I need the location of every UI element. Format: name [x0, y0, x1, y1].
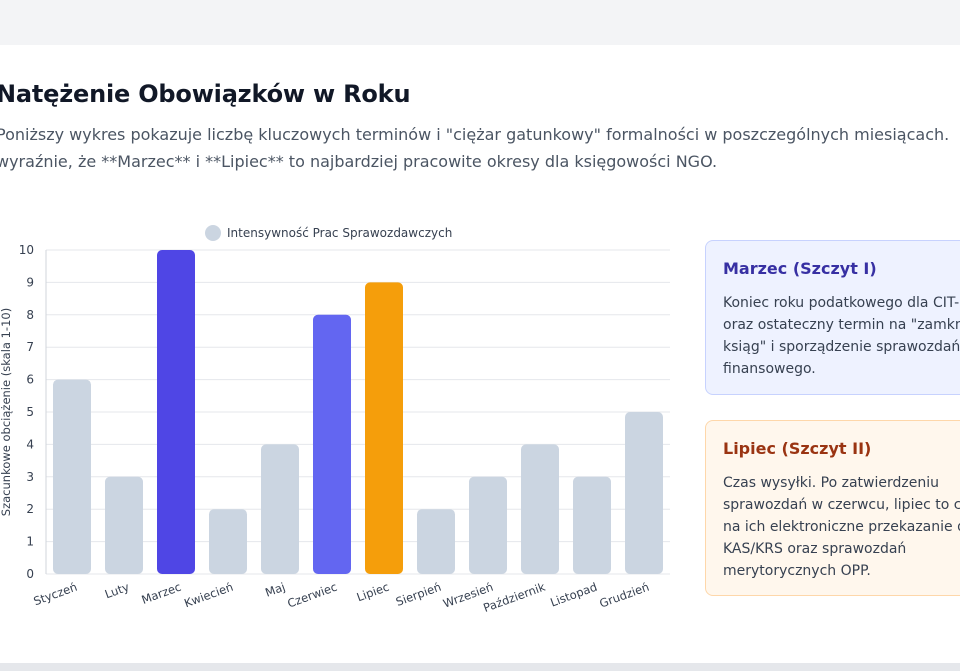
x-tick-label: Marzec	[140, 580, 183, 607]
y-tick-label: 1	[26, 535, 34, 549]
x-tick-label: Sierpień	[394, 580, 443, 609]
page-description: Poniższy wykres pokazuje liczbę kluczowy…	[0, 121, 960, 175]
y-tick-label: 2	[26, 502, 34, 516]
x-tick-label: Listopad	[548, 580, 599, 610]
card-july-title: Lipiec (Szczyt II)	[723, 439, 872, 458]
x-tick-label: Lipiec	[355, 580, 391, 605]
card-line: ksiąg" i sporządzenie sprawozdań	[723, 339, 960, 355]
legend-swatch	[205, 225, 221, 241]
y-axis-label: Szacunkowe obciążenie (skala 1-10)	[0, 308, 13, 516]
card-line: merytorycznych OPP.	[723, 563, 871, 579]
card-line: oraz ostateczny termin na "zamkn	[723, 317, 960, 333]
bar-3	[157, 250, 195, 574]
bar-chart: 0 1 2 3 4 5 6 7 8 9 10 Szacunkowe obciążenie (skala…	[0, 225, 670, 615]
bar-8	[417, 509, 455, 574]
bar-12	[625, 412, 663, 574]
bar-10	[521, 444, 559, 574]
x-tick-label: Styczeń	[32, 580, 79, 609]
description-line: Poniższy wykres pokazuje liczbę kluczowy…	[0, 125, 950, 144]
y-tick-label: 10	[19, 243, 34, 257]
card-line: sprawozdań w czerwcu, lipiec to c	[723, 497, 960, 513]
bar-9	[469, 476, 507, 574]
x-tick-label: Czerwiec	[285, 580, 339, 611]
y-tick-label: 7	[26, 340, 34, 354]
y-tick-label: 3	[26, 470, 34, 484]
legend-label: Intensywność Prac Sprawozdawczych	[227, 226, 452, 240]
bar-11	[573, 476, 611, 574]
page-title: Natężenie Obowiązków w Roku	[0, 80, 411, 108]
card-march-text: Koniec roku podatkowego dla CIT- oraz os…	[723, 292, 960, 380]
card-line: KAS/KRS oraz sprawozdań	[723, 541, 907, 557]
x-tick-label: Kwiecień	[182, 580, 235, 611]
bar-2	[105, 476, 143, 574]
bar-6	[313, 314, 351, 574]
card-july-text: Czas wysyłki. Po zatwierdzeniu sprawozda…	[723, 472, 960, 582]
y-tick-label: 6	[26, 373, 34, 387]
bottom-bar	[0, 663, 960, 671]
y-tick-label: 8	[26, 308, 34, 322]
card-march-title: Marzec (Szczyt I)	[723, 259, 877, 278]
y-tick-label: 0	[26, 567, 34, 581]
y-tick-label: 4	[26, 437, 34, 451]
bar-1	[53, 379, 91, 574]
card-line: Czas wysyłki. Po zatwierdzeniu	[723, 475, 939, 491]
x-tick-label: Maj	[263, 580, 287, 600]
x-tick-label: Luty	[103, 580, 131, 602]
card-line: finansowego.	[723, 361, 816, 377]
card-july: Lipiec (Szczyt II) Czas wysyłki. Po zatw…	[705, 420, 960, 596]
x-tick-label: Grudzień	[598, 580, 651, 611]
card-march: Marzec (Szczyt I) Koniec roku podatkoweg…	[705, 240, 960, 395]
y-tick-label: 9	[26, 275, 34, 289]
bar-5	[261, 444, 299, 574]
y-tick-label: 5	[26, 405, 34, 419]
description-line: wyraźnie, że **Marzec** i **Lipiec** to …	[0, 152, 718, 171]
card-line: Koniec roku podatkowego dla CIT-	[723, 295, 960, 311]
bar-7	[365, 282, 403, 574]
bar-4	[209, 509, 247, 574]
card-line: na ich elektroniczne przekazanie d	[723, 519, 960, 535]
